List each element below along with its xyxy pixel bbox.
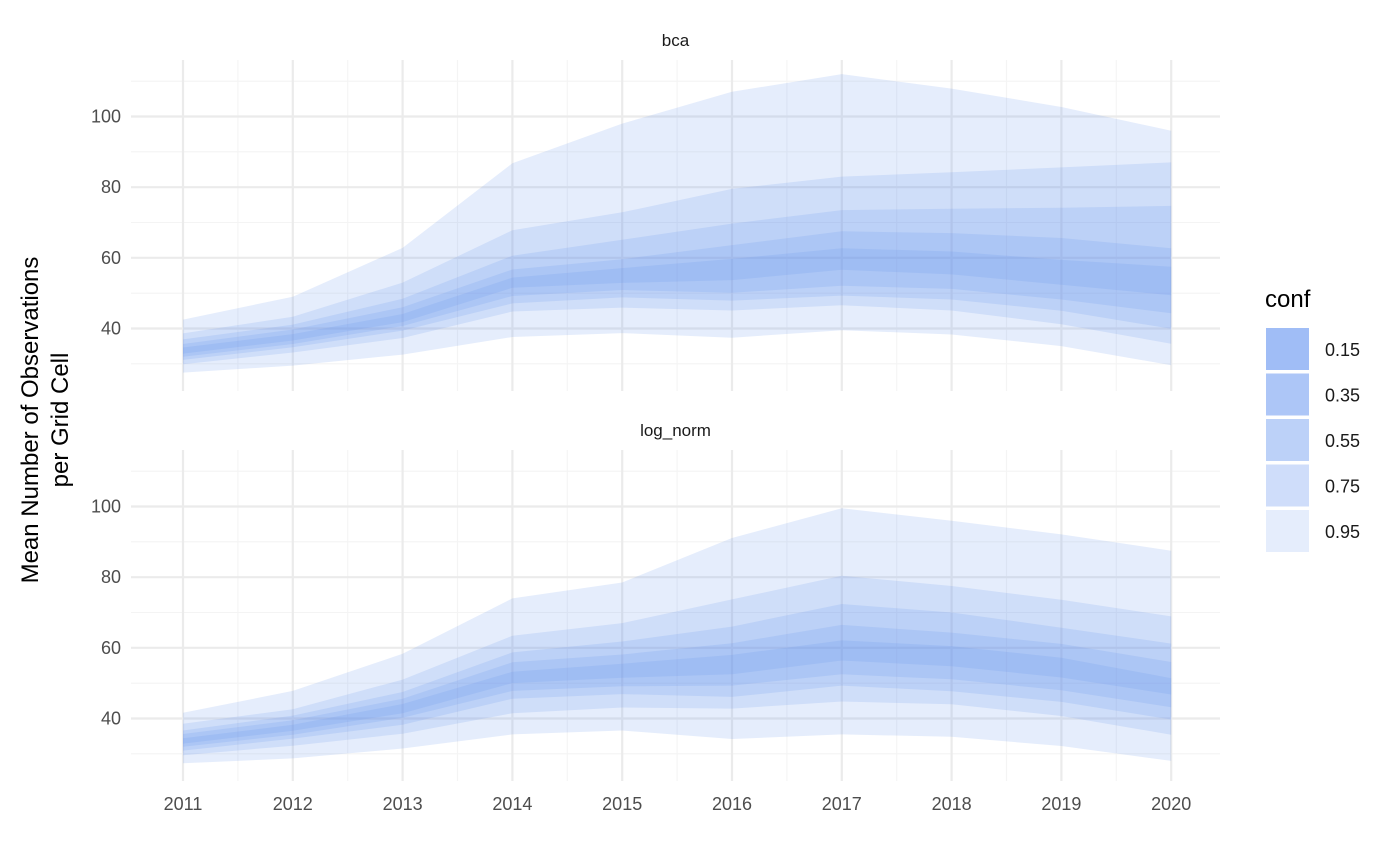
y-tick-label: 60 [101,638,121,658]
legend-key-0-35 [1266,373,1309,416]
band-conf-0-15 [183,640,1172,744]
legend-key-0-75 [1266,464,1309,507]
y-axis-title-line-1: Mean Number of Observations [17,257,44,584]
y-tick-label: 80 [101,567,121,587]
y-axis-ticks: 40 60 80 100 [91,107,121,339]
y-tick-label: 40 [101,708,121,728]
x-tick-label: 2012 [273,794,313,814]
band-conf-0-55 [183,604,1172,751]
legend-label: 0.15 [1325,340,1360,360]
x-tick-label: 2017 [822,794,862,814]
major-gridlines [131,60,1220,391]
panel-bca: 40 60 80 100 bca [91,31,1220,391]
x-tick-label: 2018 [932,794,972,814]
confidence-bands [183,74,1172,373]
y-tick-label: 80 [101,177,121,197]
band-conf-0-95 [183,74,1172,373]
band-conf-0-95 [183,508,1172,764]
x-tick-label: 2014 [492,794,532,814]
y-axis-title: Mean Number of Observations per Grid Cel… [17,257,74,584]
y-axis-title-line-2: per Grid Cell [47,353,74,488]
x-tick-label: 2019 [1041,794,1081,814]
legend: conf 0.15 0.35 0.55 0.75 0.95 [1265,286,1360,552]
legend-title: conf [1265,286,1311,313]
legend-key-0-95 [1266,510,1309,552]
facet-title: log_norm [640,421,711,440]
band-conf-0-35 [183,624,1172,747]
band-conf-0-75 [183,162,1172,365]
band-conf-0-75 [183,575,1172,756]
legend-label: 0.95 [1325,522,1360,542]
x-tick-label: 2016 [712,794,752,814]
y-tick-label: 60 [101,248,121,268]
band-conf-0-15 [183,248,1172,354]
legend-label: 0.55 [1325,431,1360,451]
legend-key-0-15 [1266,328,1309,370]
legend-label: 0.75 [1325,477,1360,497]
x-tick-label: 2013 [383,794,423,814]
y-tick-label: 100 [91,107,121,127]
major-gridlines [131,450,1220,781]
y-tick-label: 100 [91,497,121,517]
confidence-bands [183,508,1172,764]
legend-label: 0.35 [1325,386,1360,406]
legend-key-0-55 [1266,419,1309,461]
band-conf-0-35 [183,231,1172,357]
facet-title: bca [662,31,690,50]
panel-log-norm: 40 60 80 100 log_norm [91,421,1220,781]
minor-gridlines [131,450,1220,781]
x-tick-label: 2011 [164,794,203,814]
x-tick-label: 2015 [602,794,642,814]
y-tick-label: 40 [101,318,121,338]
x-axis: 2011 2012 2013 2014 2015 2016 2017 2018 2019 2020 [164,794,1192,814]
minor-gridlines [131,60,1220,391]
x-tick-label: 2020 [1151,794,1191,814]
panels-layer: 40 60 80 100 bca 40 60 80 100 log_norm [91,31,1220,781]
y-axis-ticks: 40 60 80 100 [91,497,121,729]
band-conf-0-55 [183,205,1172,360]
